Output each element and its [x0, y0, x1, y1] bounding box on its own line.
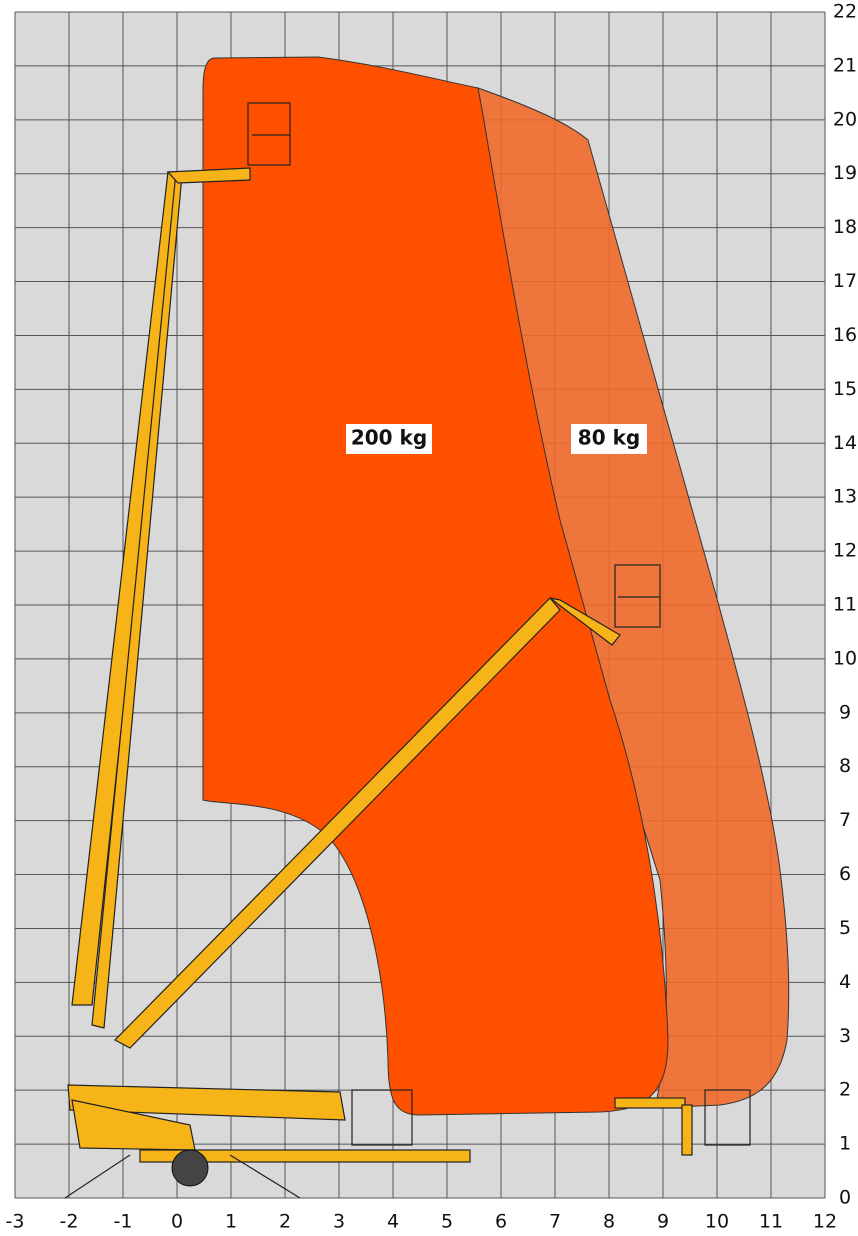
x-tick-label: -3 — [6, 1211, 25, 1233]
x-tick-label: -1 — [114, 1211, 133, 1233]
y-tick-label: 8 — [839, 755, 851, 777]
y-tick-label: 6 — [839, 863, 851, 885]
y-tick-label: 18 — [833, 216, 857, 238]
x-tick-label: 0 — [171, 1211, 183, 1233]
y-tick-label: 16 — [833, 324, 857, 346]
y-tick-label: 19 — [833, 162, 857, 184]
x-tick-label: 6 — [495, 1211, 507, 1233]
y-tick-label: 4 — [839, 971, 851, 993]
x-tick-label: 8 — [603, 1211, 615, 1233]
x-tick-label: 3 — [333, 1211, 345, 1233]
machine — [64, 102, 751, 1199]
x-tick-label: 11 — [759, 1211, 783, 1233]
y-tick-label: 2 — [839, 1079, 851, 1101]
y-tick-label: 14 — [833, 432, 857, 454]
x-tick-label: 7 — [549, 1211, 561, 1233]
y-tick-label: 1 — [839, 1133, 851, 1155]
y-tick-label: 21 — [833, 54, 857, 76]
y-tick-label: 0 — [839, 1187, 851, 1209]
y-tick-label: 11 — [833, 594, 857, 616]
zone-label: 80 kg — [578, 426, 640, 450]
x-tick-label: 9 — [657, 1211, 669, 1233]
y-tick-label: 5 — [839, 917, 851, 939]
y-tick-label: 13 — [833, 486, 857, 508]
zone-200kg — [202, 56, 669, 1116]
y-tick-label: 15 — [833, 378, 857, 400]
zone-label: 200 kg — [351, 426, 427, 450]
y-tick-label: 17 — [833, 270, 857, 292]
y-tick-label: 10 — [833, 647, 857, 669]
x-tick-label: 10 — [705, 1211, 729, 1233]
x-tick-label: 4 — [387, 1211, 399, 1233]
x-tick-label: 1 — [225, 1211, 237, 1233]
y-tick-label: 20 — [833, 108, 857, 130]
x-tick-label: 5 — [441, 1211, 453, 1233]
y-tick-label: 22 — [833, 1, 857, 23]
y-tick-label: 9 — [839, 701, 851, 723]
x-tick-label: -2 — [60, 1211, 79, 1233]
label-box — [571, 424, 647, 454]
y-tick-label: 12 — [833, 540, 857, 562]
x-tick-label: 2 — [279, 1211, 291, 1233]
label-box — [346, 424, 432, 454]
x-tick-label: 12 — [813, 1211, 837, 1233]
y-tick-label: 3 — [839, 1025, 851, 1047]
y-tick-label: 7 — [839, 809, 851, 831]
